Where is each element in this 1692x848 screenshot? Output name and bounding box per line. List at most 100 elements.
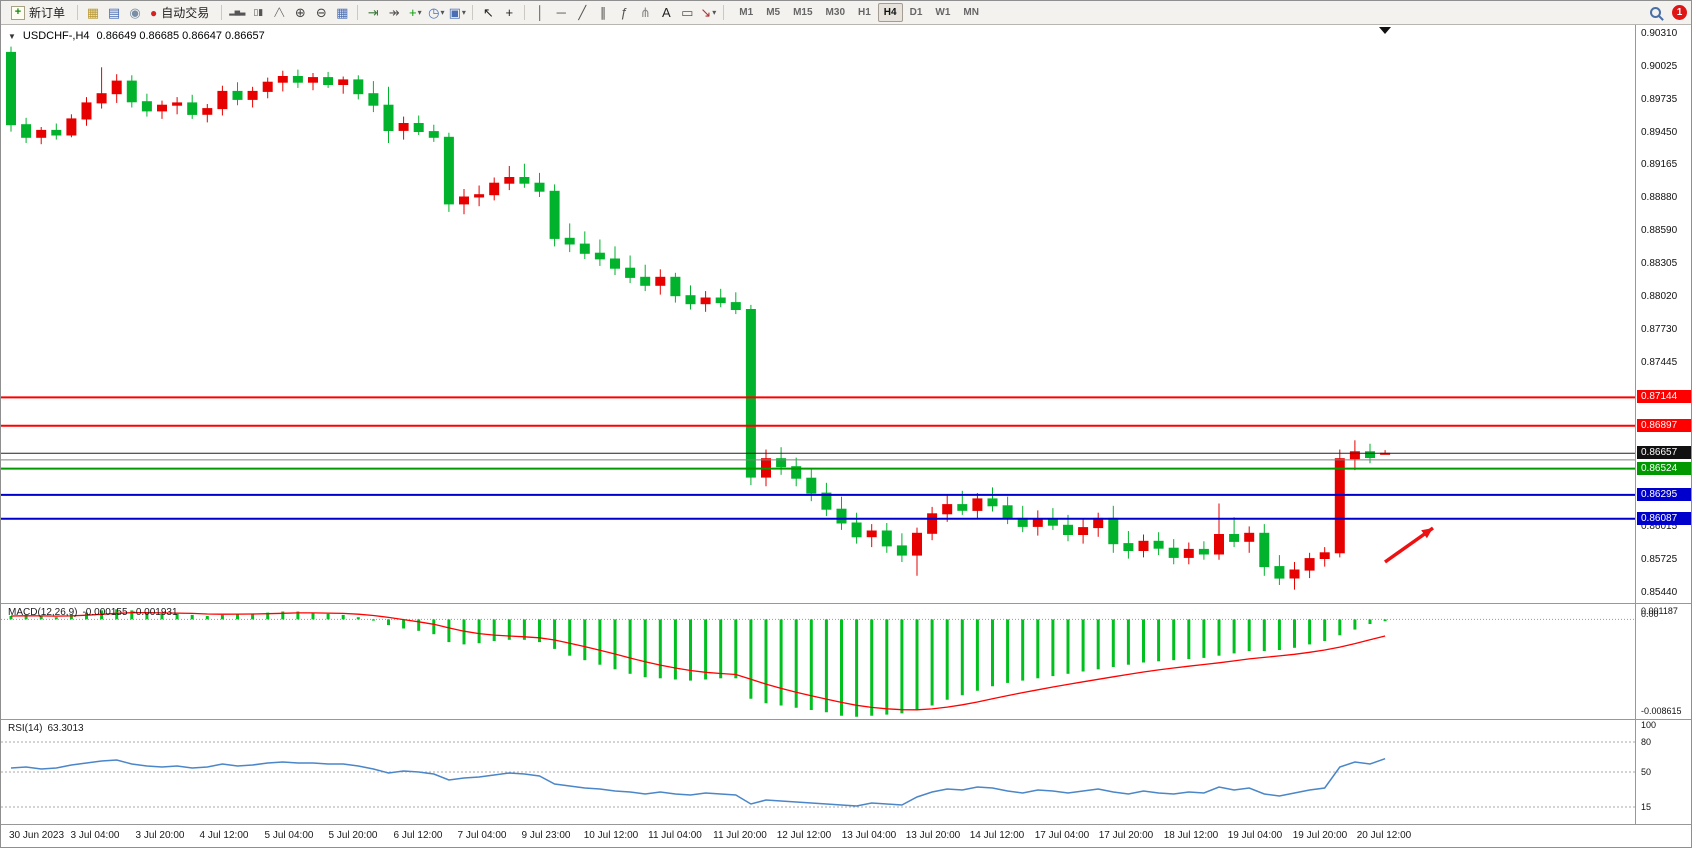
timeframe-h1-button[interactable]: H1 xyxy=(858,7,871,18)
price-badge: 0.86657 xyxy=(1637,446,1691,459)
fibonacci-icon[interactable]: ƒ xyxy=(620,5,628,20)
price-tick: 0.90025 xyxy=(1641,61,1678,72)
annotation-arrow[interactable] xyxy=(1383,526,1435,564)
macd-signal-value: -0.001931 xyxy=(132,607,178,618)
rsi-axis-tick: 100 xyxy=(1641,720,1657,730)
price-tick: 0.88590 xyxy=(1641,225,1678,236)
macd-plot[interactable] xyxy=(1,604,1635,719)
price-tick: 0.89450 xyxy=(1641,127,1678,138)
channel-icon[interactable]: ∥ xyxy=(600,5,607,20)
indicators-icon[interactable]: + ▾ xyxy=(408,5,422,20)
rsi-axis-tick: 80 xyxy=(1641,737,1652,747)
time-label: 4 Jul 12:00 xyxy=(199,830,249,841)
templates-icon[interactable]: ▣ ▾ xyxy=(448,5,466,20)
chart-title: ▼ USDCHF-,H4 0.86649 0.86685 0.86647 0.8… xyxy=(8,30,265,42)
price-tick: 0.89735 xyxy=(1641,94,1678,105)
rsi-axis-tick: 50 xyxy=(1641,767,1652,777)
arrows-tool-icon[interactable]: ↘ ▾ xyxy=(700,5,717,20)
price-tick: 0.85440 xyxy=(1641,587,1678,598)
price-tick: 0.89165 xyxy=(1641,159,1678,170)
price-tick: 0.87445 xyxy=(1641,357,1678,368)
macd-label: MACD(12,26,9) -0.000155 -0.001931 xyxy=(8,607,178,618)
time-label: 19 Jul 04:00 xyxy=(1227,830,1283,841)
trendline-icon[interactable]: ╱ xyxy=(578,5,587,20)
templates-icon-caret[interactable]: ▾ xyxy=(461,7,466,17)
timeframe-w1-button[interactable]: W1 xyxy=(935,7,951,18)
text-icon[interactable]: A xyxy=(661,5,671,20)
macd-axis-tick: 0.001187 xyxy=(1641,606,1678,616)
time-label: 3 Jul 04:00 xyxy=(70,830,120,841)
price-badge: 0.86524 xyxy=(1637,462,1691,475)
timeframe-m1-button[interactable]: M1 xyxy=(739,7,754,18)
macd-axis-tick: 0.00 xyxy=(1641,609,1659,619)
price-badge: 0.87144 xyxy=(1637,390,1691,403)
time-label: 30 Jun 2023 xyxy=(9,830,65,841)
search-icon-glyph xyxy=(1649,7,1661,18)
timeframe-m5-button[interactable]: M5 xyxy=(766,7,781,18)
rsi-axis-tick: 15 xyxy=(1641,802,1652,812)
time-axis[interactable]: 30 Jun 2023 3 Jul 04:00 3 Jul 20:00 4 Jul 1… xyxy=(1,824,1691,847)
print-icon[interactable]: ▤ xyxy=(107,5,121,20)
toolbar-separator xyxy=(357,5,359,20)
time-label: 19 Jul 20:00 xyxy=(1292,830,1348,841)
main-chart-panel: ▼ USDCHF-,H4 0.86649 0.86685 0.86647 0.8… xyxy=(1,25,1691,603)
bar-chart-icon[interactable]: ▂▅▃ xyxy=(229,9,246,16)
auto-scroll-icon[interactable]: ⇥ xyxy=(367,5,379,20)
time-label: 5 Jul 20:00 xyxy=(328,830,378,841)
indicators-icon-caret[interactable]: ▾ xyxy=(417,7,422,17)
pitchfork-icon[interactable]: ⋔ xyxy=(639,5,651,20)
chart-ohlc: 0.86649 0.86685 0.86647 0.86657 xyxy=(96,30,265,42)
price-tick: 0.90310 xyxy=(1641,28,1678,39)
tile-windows-icon[interactable]: ▦ xyxy=(336,5,349,20)
rsi-panel: RSI(14) 63.3013 100 80 50 15 xyxy=(1,719,1691,824)
time-label: 5 Jul 04:00 xyxy=(264,830,314,841)
timeframe-toolbar: M1 M5 M15 M30 H1 H4 D1 W1 MN xyxy=(733,3,985,22)
timeframe-m15-button[interactable]: M15 xyxy=(793,7,813,18)
text-label-icon[interactable]: ▭ xyxy=(681,5,694,20)
timeframe-m30-button[interactable]: M30 xyxy=(825,7,845,18)
timeframe-mn-button[interactable]: MN xyxy=(963,7,979,18)
macd-signal-line xyxy=(10,612,1386,711)
zoom-out-icon[interactable]: ⊖ xyxy=(315,5,327,20)
time-label: 18 Jul 12:00 xyxy=(1163,830,1219,841)
macd-name: MACD(12,26,9) xyxy=(8,607,78,618)
rsi-label: RSI(14) 63.3013 xyxy=(8,723,84,734)
time-label: 13 Jul 04:00 xyxy=(841,830,897,841)
chart-shift-icon[interactable]: ↠ xyxy=(388,5,400,20)
zoom-in-icon[interactable]: ⊕ xyxy=(294,5,306,20)
crosshair-icon[interactable]: + xyxy=(505,5,514,20)
macd-histogram xyxy=(9,609,1387,717)
periods-icon[interactable]: ◷ ▾ xyxy=(428,5,445,20)
horizontal-line-icon[interactable]: ─ xyxy=(556,5,566,20)
arrows-tool-icon-caret[interactable]: ▾ xyxy=(712,7,717,17)
last-bar-marker-icon xyxy=(1379,27,1391,34)
vertical-line-icon[interactable]: │ xyxy=(536,5,545,20)
line-chart-icon[interactable]: ╱╲ xyxy=(274,7,285,17)
price-badge: 0.86087 xyxy=(1637,512,1691,525)
time-label: 12 Jul 12:00 xyxy=(776,830,832,841)
cursor-icon[interactable]: ↖ xyxy=(482,5,494,20)
macd-panel: MACD(12,26,9) -0.000155 -0.001931 0.0011… xyxy=(1,603,1691,719)
new-order-button[interactable]: + 新订单 xyxy=(7,3,72,23)
market-watch-icon[interactable]: ◉ xyxy=(129,5,141,20)
main-chart-plot[interactable] xyxy=(1,25,1635,603)
price-tick: 0.88880 xyxy=(1641,192,1678,203)
new-order-button-label: 新订单 xyxy=(29,6,66,20)
autotrading-button[interactable]: ● 自动交易 xyxy=(146,3,216,23)
rsi-plot[interactable] xyxy=(1,720,1635,824)
toolbar-separator xyxy=(472,5,474,20)
search-icon[interactable] xyxy=(1645,3,1665,23)
chart-symbol-period: USDCHF-,H4 xyxy=(22,30,90,42)
price-badge: 0.86897 xyxy=(1637,419,1691,432)
notification-badge[interactable]: 1 xyxy=(1672,5,1687,20)
one-click-trading-icon[interactable]: ▼ xyxy=(8,31,16,41)
candlestick-icon[interactable]: ▯▮ xyxy=(253,7,264,17)
macd-main-value: -0.000155 xyxy=(82,607,128,618)
price-tick: 0.86015 xyxy=(1641,521,1678,532)
timeframe-d1-button[interactable]: D1 xyxy=(909,7,923,18)
periods-icon-caret[interactable]: ▾ xyxy=(440,7,445,17)
new-chart-icon[interactable]: ▦ xyxy=(86,5,100,20)
toolbar-separator xyxy=(221,5,223,20)
timeframe-h4-button[interactable]: H4 xyxy=(877,3,903,22)
horizontal-lines xyxy=(1,396,1635,520)
